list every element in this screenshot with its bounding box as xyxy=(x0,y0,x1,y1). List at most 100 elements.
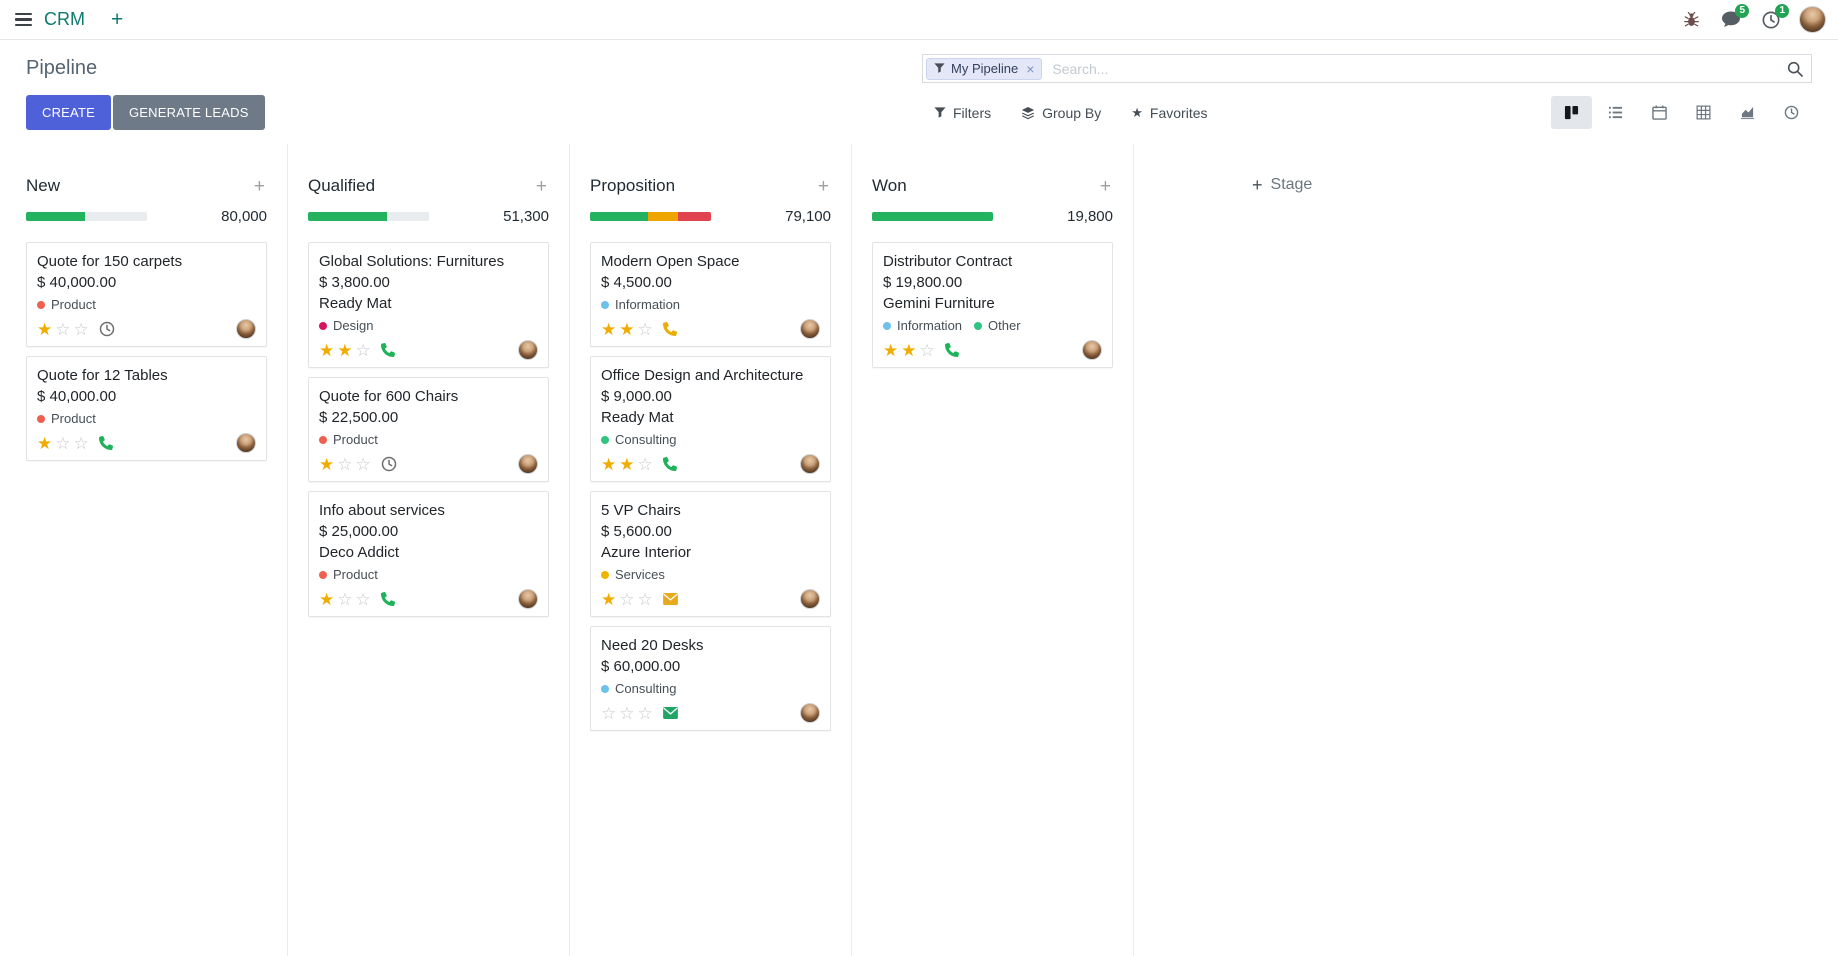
quick-add-icon[interactable]: + xyxy=(817,175,829,197)
priority-star[interactable]: ★ xyxy=(883,340,899,360)
search-facet[interactable]: My Pipeline × xyxy=(926,57,1043,80)
kanban-card[interactable]: 5 VP Chairs $ 5,600.00 Azure Interior Se… xyxy=(590,491,831,617)
user-avatar[interactable] xyxy=(1799,6,1826,33)
activity-envelope-icon[interactable] xyxy=(662,707,678,719)
kanban-card[interactable]: Info about services $ 25,000.00 Deco Add… xyxy=(308,491,549,617)
kanban-card[interactable]: Quote for 600 Chairs $ 22,500.00 Product… xyxy=(308,377,549,482)
priority-star[interactable]: ★ xyxy=(601,319,617,339)
stage-name[interactable]: Qualified xyxy=(308,176,376,195)
view-switch-list-icon[interactable] xyxy=(1595,96,1636,129)
priority-star[interactable]: ★ xyxy=(319,589,335,609)
kanban-card[interactable]: Distributor Contract $ 19,800.00 Gemini … xyxy=(872,242,1113,368)
activity-phone-icon[interactable] xyxy=(380,592,395,606)
app-name[interactable]: CRM xyxy=(44,9,85,29)
salesperson-avatar[interactable] xyxy=(518,340,538,360)
progress-segment[interactable] xyxy=(648,212,679,221)
priority-star[interactable]: ★ xyxy=(601,589,617,609)
progress-segment[interactable] xyxy=(386,212,429,221)
activity-phone-icon[interactable] xyxy=(380,343,395,357)
progress-segment[interactable] xyxy=(590,212,649,221)
kanban-card[interactable]: Quote for 12 Tables $ 40,000.00 Product … xyxy=(26,356,267,461)
salesperson-avatar[interactable] xyxy=(236,319,256,339)
tag[interactable]: Consulting xyxy=(601,430,676,449)
tag[interactable]: Product xyxy=(37,295,96,314)
progress-segment[interactable] xyxy=(26,212,86,221)
salesperson-avatar[interactable] xyxy=(800,589,820,609)
salesperson-avatar[interactable] xyxy=(800,703,820,723)
kanban-card[interactable]: Modern Open Space $ 4,500.00 Information… xyxy=(590,242,831,347)
salesperson-avatar[interactable] xyxy=(518,589,538,609)
tag[interactable]: Services xyxy=(601,565,665,584)
tag[interactable]: Other xyxy=(974,316,1021,335)
priority-star[interactable]: ☆ xyxy=(637,589,653,609)
stage-name[interactable]: Proposition xyxy=(590,176,676,195)
priority-star[interactable]: ★ xyxy=(37,319,53,339)
tag[interactable]: Information xyxy=(883,316,962,335)
view-switch-pivot-icon[interactable] xyxy=(1683,96,1724,129)
view-switch-graph-icon[interactable] xyxy=(1727,96,1768,129)
tag[interactable]: Information xyxy=(601,295,680,314)
generate-leads-button[interactable]: GENERATE LEADS xyxy=(112,95,265,130)
priority-star[interactable]: ☆ xyxy=(73,319,89,339)
priority-star[interactable]: ☆ xyxy=(619,703,635,723)
stage-name[interactable]: New xyxy=(26,176,61,195)
priority-star[interactable]: ☆ xyxy=(355,454,371,474)
tag[interactable]: Consulting xyxy=(601,679,676,698)
group-by-button[interactable]: Group By xyxy=(1021,105,1101,121)
salesperson-avatar[interactable] xyxy=(800,319,820,339)
priority-star[interactable]: ☆ xyxy=(337,454,353,474)
progress-segment[interactable] xyxy=(308,212,387,221)
view-switch-kanban-icon[interactable] xyxy=(1551,96,1592,129)
add-stage-button[interactable]: + Stage xyxy=(1252,175,1313,195)
priority-star[interactable]: ☆ xyxy=(355,340,371,360)
priority-star[interactable]: ★ xyxy=(601,454,617,474)
search-input[interactable] xyxy=(1042,60,1787,77)
activity-clock-icon[interactable] xyxy=(381,456,397,472)
quick-add-icon[interactable]: + xyxy=(535,175,547,197)
priority-star[interactable]: ★ xyxy=(319,340,335,360)
priority-star[interactable]: ★ xyxy=(337,340,353,360)
salesperson-avatar[interactable] xyxy=(1082,340,1102,360)
quick-add-icon[interactable]: + xyxy=(253,175,265,197)
plus-icon[interactable]: + xyxy=(105,9,129,30)
salesperson-avatar[interactable] xyxy=(518,454,538,474)
priority-star[interactable]: ☆ xyxy=(355,589,371,609)
activity-clock-icon[interactable] xyxy=(99,321,115,337)
priority-star[interactable]: ☆ xyxy=(619,589,635,609)
quick-add-icon[interactable]: + xyxy=(1099,175,1111,197)
priority-star[interactable]: ★ xyxy=(619,319,635,339)
tag[interactable]: Product xyxy=(319,430,378,449)
progress-segment[interactable] xyxy=(85,212,147,221)
priority-star[interactable]: ☆ xyxy=(919,340,935,360)
kanban-card[interactable]: Office Design and Architecture $ 9,000.0… xyxy=(590,356,831,482)
search-bar[interactable]: My Pipeline × xyxy=(922,54,1812,83)
activity-phone-icon[interactable] xyxy=(98,436,113,450)
activity-phone-icon[interactable] xyxy=(944,343,959,357)
view-switch-activity-icon[interactable] xyxy=(1771,96,1812,129)
kanban-card[interactable]: Global Solutions: Furnitures $ 3,800.00 … xyxy=(308,242,549,368)
priority-star[interactable]: ☆ xyxy=(637,454,653,474)
priority-star[interactable]: ☆ xyxy=(55,319,71,339)
tag[interactable]: Product xyxy=(37,409,96,428)
priority-star[interactable]: ☆ xyxy=(637,319,653,339)
priority-star[interactable]: ★ xyxy=(619,454,635,474)
activities-clock-icon[interactable]: 1 xyxy=(1753,0,1789,40)
apps-menu-icon[interactable] xyxy=(6,0,40,40)
priority-star[interactable]: ★ xyxy=(37,433,53,453)
priority-star[interactable]: ☆ xyxy=(637,703,653,723)
priority-star[interactable]: ★ xyxy=(901,340,917,360)
favorites-button[interactable]: ★ Favorites xyxy=(1131,104,1208,121)
salesperson-avatar[interactable] xyxy=(236,433,256,453)
stage-name[interactable]: Won xyxy=(872,176,907,195)
tag[interactable]: Design xyxy=(319,316,373,335)
kanban-card[interactable]: Quote for 150 carpets $ 40,000.00 Produc… xyxy=(26,242,267,347)
priority-star[interactable]: ☆ xyxy=(601,703,617,723)
create-button[interactable]: CREATE xyxy=(26,95,111,130)
search-icon[interactable] xyxy=(1787,61,1803,77)
priority-star[interactable]: ☆ xyxy=(337,589,353,609)
view-switch-calendar-icon[interactable] xyxy=(1639,96,1680,129)
priority-star[interactable]: ☆ xyxy=(73,433,89,453)
facet-remove-icon[interactable]: × xyxy=(1026,60,1035,77)
tag[interactable]: Product xyxy=(319,565,378,584)
debug-bug-icon[interactable] xyxy=(1673,0,1709,40)
